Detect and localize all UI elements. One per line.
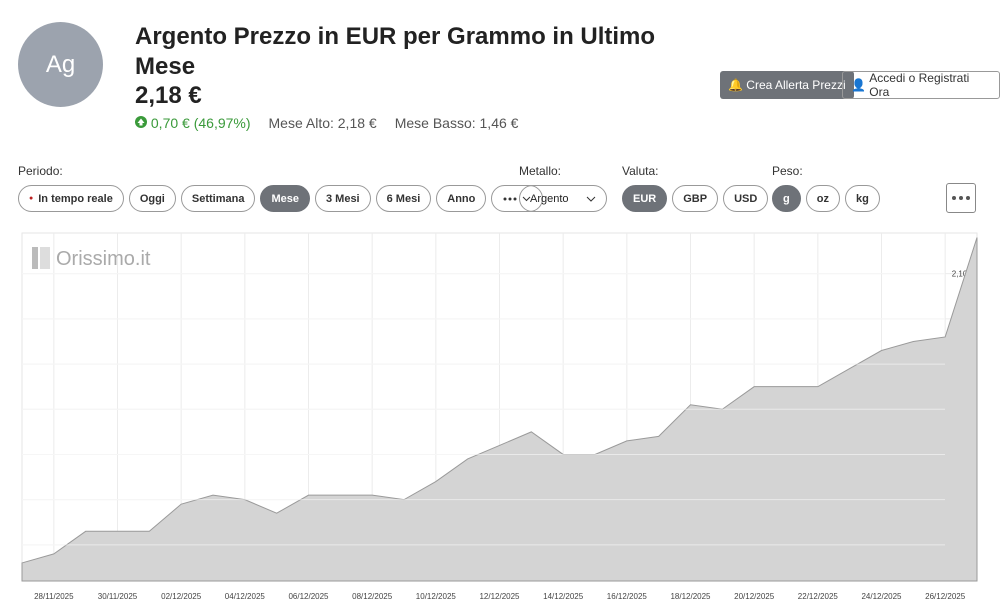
period-group: ● In tempo reale Oggi Settimana Mese 3 Mesi 6 … [18, 185, 544, 212]
label: Metallo: [519, 164, 562, 178]
logo-icon [32, 247, 38, 269]
x-tick-label: 30/11/2025 [98, 592, 138, 601]
filter-pill[interactable]: USD [723, 185, 769, 212]
metal-select[interactable]: Argento [519, 185, 607, 212]
x-tick-label: 24/12/2025 [861, 592, 902, 601]
month-high: Mese Alto: 2,18 € [268, 115, 377, 131]
filter-pill[interactable]: 6 Mesi [375, 185, 432, 212]
login-button[interactable]: 👤 Accedi o Registrati Ora [842, 71, 1000, 99]
filter-pill[interactable]: ● In tempo reale [18, 185, 124, 212]
price: 2,18 € [135, 82, 202, 109]
filter-pill[interactable]: 3 Mesi [314, 185, 371, 212]
y-tick-label: 2,10 € [952, 270, 975, 279]
x-tick-label: 08/12/2025 [352, 592, 393, 601]
watermark: Orissimo.it [56, 248, 151, 270]
x-tick-label: 04/12/2025 [225, 592, 266, 601]
up-icon [135, 116, 147, 128]
label: Periodo: [18, 164, 63, 178]
dots [952, 196, 970, 200]
filter-pill[interactable]: EUR [622, 185, 668, 212]
live-dot: ● [29, 195, 34, 202]
filter-pill[interactable]: Settimana [180, 185, 256, 212]
month-low: Mese Basso: 1,46 € [394, 115, 519, 131]
x-tick-label: 18/12/2025 [670, 592, 711, 601]
x-tick-label: 28/11/2025 [34, 592, 74, 601]
select-text: Argento [530, 192, 569, 205]
filter-pill[interactable]: Anno [436, 185, 487, 212]
chart: 28/11/2025 30/11/2025 02/12/2025 04/12/2025… [21, 232, 978, 601]
avatar: Ag [18, 22, 103, 107]
title: Argento Prezzo in EUR per Grammo in Ulti… [135, 23, 656, 80]
x-tick-label: 26/12/2025 [925, 592, 966, 601]
filter-pill[interactable]: oz [805, 185, 840, 212]
change: 0,70 € (46,97%) [135, 115, 251, 131]
x-tick-label: 20/12/2025 [734, 592, 775, 601]
label: Peso: [772, 164, 803, 178]
stats: 0,70 € (46,97%) Mese Alto: 2,18 € Mese B… [135, 115, 518, 131]
alert-button[interactable]: 🔔 Crea Allerta Prezzi [720, 71, 854, 99]
x-tick-label: 14/12/2025 [543, 592, 584, 601]
login-text: Accedi o Registrati Ora [869, 71, 970, 99]
label: Valuta: [622, 164, 659, 178]
x-tick-label: 22/12/2025 [798, 592, 839, 601]
change-text: 0,70 € (46,97%) [150, 115, 251, 131]
filter-pill[interactable]: g [772, 185, 801, 212]
x-tick-label: 16/12/2025 [607, 592, 648, 601]
chevron [586, 196, 596, 202]
filter-pill[interactable]: Mese [260, 185, 310, 212]
x-tick-label: 12/12/2025 [479, 592, 520, 601]
alert-text: Crea Allerta Prezzi [746, 78, 846, 92]
filter-pill[interactable]: kg [844, 185, 880, 212]
weight-group: g oz kg [772, 185, 880, 212]
logo-icon [40, 247, 50, 269]
currency-group: EUR GBP USD [622, 185, 769, 212]
x-tick-label: 02/12/2025 [161, 592, 202, 601]
filter-pill[interactable]: Oggi [128, 185, 176, 212]
x-tick-label: 06/12/2025 [288, 592, 329, 601]
menu-button[interactable] [946, 183, 976, 213]
x-tick-label: 10/12/2025 [416, 592, 457, 601]
filter-pill[interactable]: GBP [672, 185, 719, 212]
